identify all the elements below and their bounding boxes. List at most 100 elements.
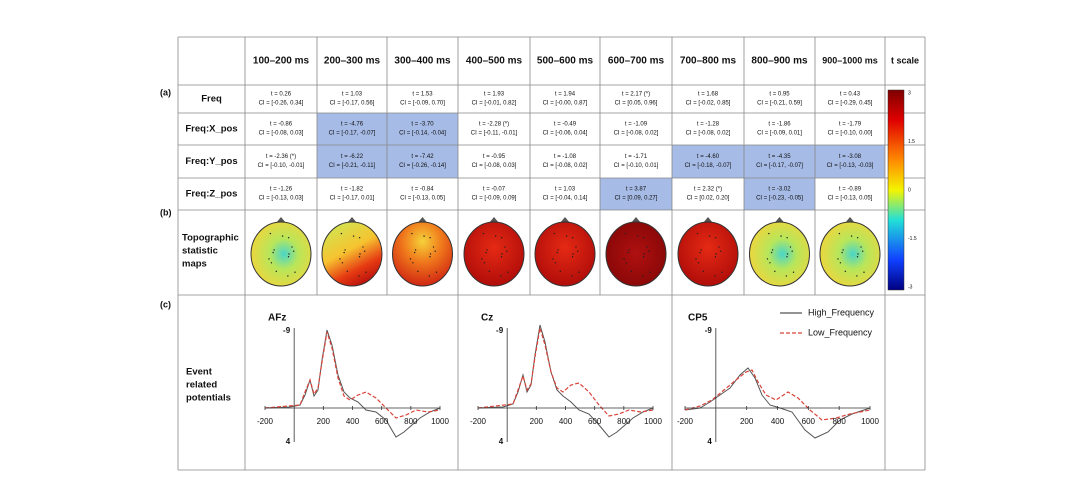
electrode-dot [718,246,720,248]
cell-t-value: t = -7.42 [411,154,434,160]
head-nose [631,217,641,223]
electrode-dot [786,256,788,258]
electrode-dot [642,275,644,277]
electrode-dot [500,236,503,239]
electrode-dot [417,270,419,273]
y-tick-label: -9 [283,326,291,335]
electrode-dot [623,258,625,260]
electrode-dot [423,235,425,237]
legend-label: Low_Frequency [808,327,873,337]
electrode-dot [863,271,865,273]
head-nose [703,217,713,223]
cell-t-value: t = -3.70 [411,122,434,128]
cell-ci: CI = [-0.11, -0.01] [471,131,518,137]
electrode-dot [715,253,717,255]
electrode-dot [695,258,697,260]
electrode-dot [646,246,648,248]
row-label: maps [182,259,207,270]
electrode-dot [556,251,558,254]
cell-ci: CI = [0.09, 0.27] [615,196,658,202]
electrode-label: Cz [481,313,493,324]
cell-ci: CI = [-0.13, 0.05] [400,196,445,202]
electrode-dot [294,271,296,273]
cell-highlight [815,145,885,178]
electrode-dot [291,246,293,248]
colorbar-tick-label: -1.5 [908,236,917,242]
electrode-dot [359,253,361,255]
cell-t-value: t = 0.43 [840,92,861,98]
x-tick-label: 600 [588,417,602,426]
colorbar [887,89,905,291]
electrode-dot [362,246,364,248]
head-map [605,221,667,287]
cell-ci: CI = [-0.13, 0.03] [259,196,304,202]
electrode-dot [429,253,432,255]
electrode-dot [412,262,414,264]
cell-t-value: t = 0.95 [769,92,790,98]
table: 100–200 ms 200–300 ms 300–400 ms 400–500 ms… [177,36,926,471]
electrode-dot [432,246,435,248]
electrode-dot [485,251,487,254]
cell-ci: CI = [-0.08, 0.02] [543,163,588,169]
electrode-label: AFz [268,313,286,324]
cell-t-value: t = -0.95 [483,154,506,160]
cell-highlight [317,145,387,178]
electrode-dot [630,270,633,273]
electrode-dot [428,275,431,277]
electrode-dot [494,235,497,237]
cell-t-value: t = -1.86 [768,122,791,128]
electrode-dot [625,262,628,264]
x-tick-label: 800 [832,417,846,426]
electrode-dot [339,258,341,260]
cell-highlight [600,178,672,210]
electrode-dot [292,250,295,252]
head-map [749,221,810,287]
cell-t-value: t = -1.28 [697,122,720,128]
cell-highlight [387,113,458,145]
electrode-dot [774,270,776,273]
x-tick-label: 200 [530,417,544,426]
electrode-dot [572,253,574,255]
electrode-dot [856,236,859,239]
panel-label: (b) [160,207,172,217]
electrode-dot [785,275,788,277]
panel-label: (c) [160,299,171,309]
electrode-dot [559,270,562,273]
electrode-dot [860,246,862,248]
head-map [392,221,453,287]
cell-highlight [317,113,387,145]
head-map [321,221,383,287]
column-header: 400–500 ms [466,56,523,67]
cell-t-value: t = 1.53 [412,92,433,98]
row-label: potentials [186,393,231,404]
head-nose [774,217,785,223]
head-nose [560,217,570,223]
low-frequency-curve [684,369,871,421]
cell-t-value: t = -1.82 [341,187,364,193]
row-label: statistic [182,246,218,257]
cell-ci: CI = [-0.02, 0.85] [686,101,731,107]
electrode-dot [287,236,290,239]
electrode-dot [343,251,345,254]
electrode-dot [769,262,771,264]
x-tick-label: -200 [470,417,487,426]
electrode-dot [649,271,651,273]
cell-ci: CI = [-0.17, -0.07] [329,131,376,137]
cell-ci: CI = [-0.13, 0.05] [828,196,873,202]
cell-ci: CI = [-0.10, 0.00] [828,131,873,137]
electrode-dot [507,271,509,273]
electrode-dot [766,258,769,260]
head-nose [347,217,357,223]
electrode-dot [575,246,577,248]
head-nose [845,217,855,223]
cell-ci: CI = [-0.26, 0.34] [259,101,304,107]
electrode-dot [281,235,284,237]
cell-t-value: t = -1.26 [270,187,293,193]
cell-t-value: t = -0.07 [483,187,506,193]
cell-ci: CI = [-0.08, 0.03] [472,163,517,169]
electrode-dot [504,246,506,248]
x-tick-label: 1000 [644,417,662,426]
erp-panel-afz [264,329,441,438]
electrode-dot [270,262,273,264]
